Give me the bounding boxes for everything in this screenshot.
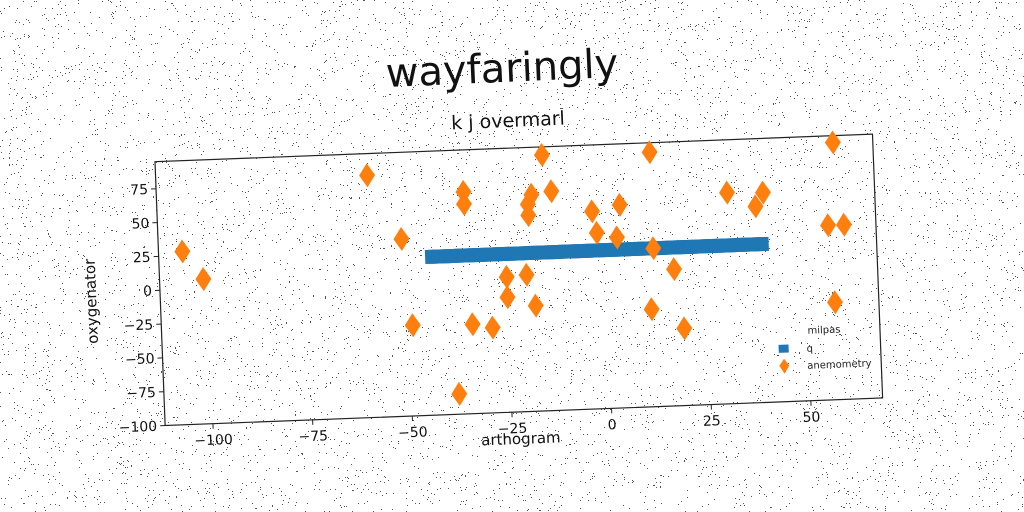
anemometry-point: [824, 130, 841, 155]
anemometry-point: [820, 213, 837, 238]
anemometry-point: [451, 381, 468, 406]
anemometry-point: [719, 180, 736, 205]
legend-anemometry-label: anemometry: [807, 358, 872, 371]
y-tick-label: 50: [131, 216, 149, 233]
x-tick-label: −25: [497, 421, 527, 438]
y-tick-label: −100: [118, 419, 157, 436]
anemometry-point: [641, 140, 658, 165]
anemometry-point: [527, 293, 544, 318]
anemometry-point: [498, 264, 515, 289]
anemometry-point: [533, 143, 550, 167]
anemometry-point: [484, 315, 501, 340]
anemometry-point: [588, 220, 605, 245]
anemometry-point: [393, 226, 410, 251]
x-axis-label: arthogram: [481, 428, 561, 449]
anemometry-point: [827, 290, 844, 315]
y-tick-label: 25: [133, 250, 151, 267]
anemometry-point: [754, 180, 771, 205]
anemometry-point: [499, 285, 516, 310]
anemometry-point: [643, 297, 660, 322]
x-tick-label: 25: [703, 413, 721, 430]
y-axis-ticks: −100 −75 −50 −25 0 25 50 75: [118, 182, 166, 436]
anemometry-point: [456, 192, 472, 217]
y-tick-label: −25: [123, 317, 153, 334]
legend-anemometry-marker: [779, 358, 790, 374]
y-tick-label: −75: [126, 385, 156, 402]
anemometry-point: [518, 262, 535, 287]
anemometry-point: [676, 316, 693, 341]
anemometry-point: [836, 212, 853, 237]
legend-title: milpas: [807, 325, 840, 337]
anemometry-point: [611, 192, 628, 217]
anemometry-point: [666, 257, 683, 282]
legend: milpas q anemometry: [778, 325, 872, 374]
anemometry-point: [584, 199, 601, 224]
legend-q-label: q: [806, 344, 813, 355]
x-tick-label: −50: [398, 424, 428, 441]
anemometry-point: [464, 312, 481, 337]
anemometry-point: [543, 179, 560, 204]
y-tick-label: 0: [143, 284, 153, 300]
anemometry-point: [519, 192, 536, 217]
anemometry-point: [174, 239, 191, 264]
anemometry-point: [195, 267, 212, 292]
legend-q-marker: [778, 344, 789, 353]
series-layer: [174, 130, 853, 406]
anemometry-point: [359, 163, 376, 188]
y-tick-label: −50: [125, 351, 155, 368]
y-axis-label: oxygenator: [81, 258, 102, 345]
anemometry-point: [523, 182, 540, 207]
anemometry-point: [747, 194, 764, 219]
anemometry-point: [645, 236, 662, 261]
anemometry-point: [404, 313, 421, 338]
x-tick-label: −75: [298, 428, 328, 445]
q-point: [758, 236, 769, 252]
plot-frame: [154, 133, 884, 427]
chart-title: wayfaringly: [385, 41, 619, 97]
x-axis-ticks: −100 −75 −50 −25 0 25 50: [194, 400, 821, 449]
chart-subtitle: k j overmarl: [451, 108, 565, 135]
x-tick-label: −100: [194, 432, 233, 449]
y-tick-label: 75: [130, 182, 148, 199]
anemometry-point: [608, 225, 625, 250]
plot-area: −100 −75 −50 −25 0 25 50 −100−75−50−250255075 …: [81, 130, 884, 449]
x-tick-label: 50: [802, 409, 820, 426]
x-tick-label: 0: [607, 417, 617, 433]
